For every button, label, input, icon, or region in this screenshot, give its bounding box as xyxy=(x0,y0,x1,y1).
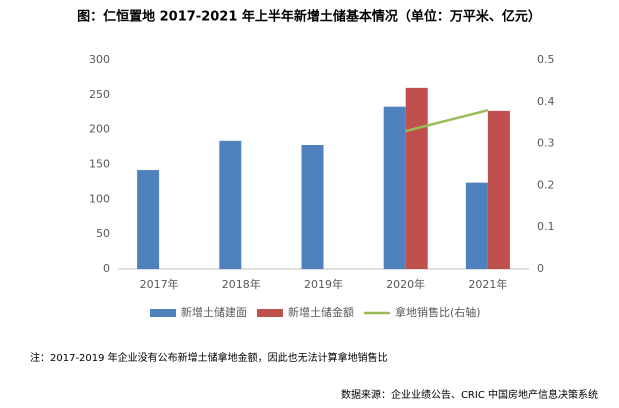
x-tick-label: 2019年 xyxy=(304,277,343,291)
legend-label: 新增土储建面 xyxy=(181,305,247,319)
y-tick-label: 50 xyxy=(96,227,110,240)
chart-title: 图：仁恒置地 2017-2021 年上半年新增土储基本情况（单位：万平米、亿元） xyxy=(77,9,541,25)
y-tick-label: 150 xyxy=(89,158,110,171)
x-tick-label: 2018年 xyxy=(222,277,261,291)
source: 数据来源：企业业绩公告、CRIC 中国房地产信息决策系统 xyxy=(341,388,598,401)
legend-label: 拿地销售比(右轴) xyxy=(395,305,481,319)
y2-tick-label: 0.5 xyxy=(537,53,555,66)
bar xyxy=(137,170,160,269)
y-tick-label: 100 xyxy=(89,192,110,205)
y-tick-label: 300 xyxy=(89,53,110,66)
y2-tick-label: 0.3 xyxy=(537,137,555,150)
y-tick-label: 0 xyxy=(103,262,110,275)
y2-tick-label: 0.1 xyxy=(537,220,555,233)
bar xyxy=(301,144,324,269)
bar xyxy=(383,106,406,269)
legend-swatch xyxy=(257,309,283,317)
bar xyxy=(465,182,488,269)
legend-swatch xyxy=(150,309,176,317)
bar xyxy=(487,110,510,270)
y2-tick-label: 0 xyxy=(537,262,544,275)
bar xyxy=(405,87,428,269)
note: 注：2017-2019 年企业没有公布新增土储拿地金额，因此也无法计算拿地销售比 xyxy=(30,351,388,364)
y2-tick-label: 0.2 xyxy=(537,178,555,191)
x-tick-label: 2017年 xyxy=(140,277,179,291)
x-tick-label: 2020年 xyxy=(386,277,425,291)
line xyxy=(405,108,489,133)
y-tick-label: 250 xyxy=(89,88,110,101)
x-tick-label: 2021年 xyxy=(468,277,507,291)
y-tick-label: 200 xyxy=(89,123,110,136)
y2-tick-label: 0.4 xyxy=(537,95,555,108)
legend-label: 新增土储金额 xyxy=(288,305,354,319)
bar xyxy=(219,140,242,269)
